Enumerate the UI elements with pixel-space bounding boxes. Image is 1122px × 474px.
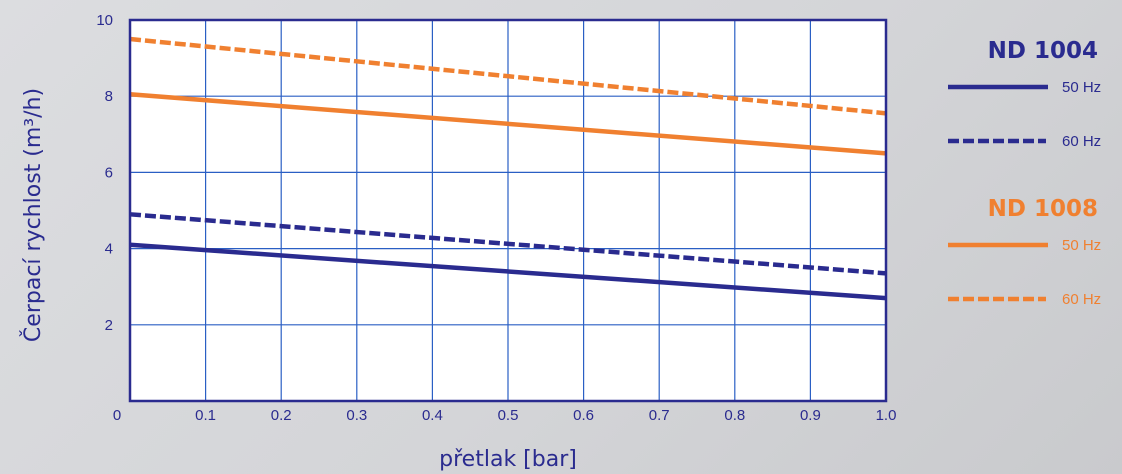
legend-group-title: ND 1008 (988, 196, 1098, 222)
x-tick-label: 0.6 (573, 407, 594, 424)
y-tick-label: 6 (105, 164, 113, 181)
x-tick-label: 0.8 (724, 407, 745, 424)
y-tick-label: 4 (105, 241, 113, 258)
legend-series-label: 60 Hz (1062, 291, 1101, 308)
x-tick-label: 0 (113, 407, 121, 424)
x-tick-label: 0.3 (346, 407, 367, 424)
series-lines (129, 36, 887, 301)
x-tick-label: 0.1 (195, 407, 216, 424)
x-tick-labels: 0 0.1 0.2 0.3 0.4 0.5 0.6 0.7 0.8 0.9 1.0 (113, 407, 897, 424)
y-tick-labels: 2 4 6 8 10 (96, 12, 113, 334)
grid-lines (130, 20, 886, 401)
legend-series-label: 60 Hz (1062, 133, 1101, 150)
x-tick-label: 0.4 (422, 407, 443, 424)
y-tick-label: 10 (96, 12, 113, 29)
plot-frame (128, 18, 888, 403)
x-tick-label: 0.5 (498, 407, 519, 424)
y-tick-label: 2 (105, 317, 113, 334)
y-tick-label: 8 (105, 88, 113, 105)
series-line-nd-1008-dashed (129, 36, 887, 116)
x-tick-label: 0.9 (800, 407, 821, 424)
plot-border (128, 18, 888, 403)
x-tick-label: 0.7 (649, 407, 670, 424)
legend: ND 1004 50 Hz 60 Hz ND 1008 50 Hz 60 Hz (948, 38, 1101, 308)
x-axis-title: přetlak [bar] (439, 447, 577, 472)
series-line-nd-1008-solid (129, 92, 887, 156)
legend-series-label: 50 Hz (1062, 79, 1101, 96)
series-line-nd-1004-solid (129, 242, 887, 301)
x-tick-label: 1.0 (876, 407, 897, 424)
x-tick-label: 0.2 (271, 407, 292, 424)
series-line-nd-1004-dashed (129, 212, 887, 276)
y-axis-title: Čerpací rychlost (m³/h) (20, 88, 46, 342)
legend-series-label: 50 Hz (1062, 237, 1101, 254)
legend-group-title: ND 1004 (988, 38, 1098, 64)
